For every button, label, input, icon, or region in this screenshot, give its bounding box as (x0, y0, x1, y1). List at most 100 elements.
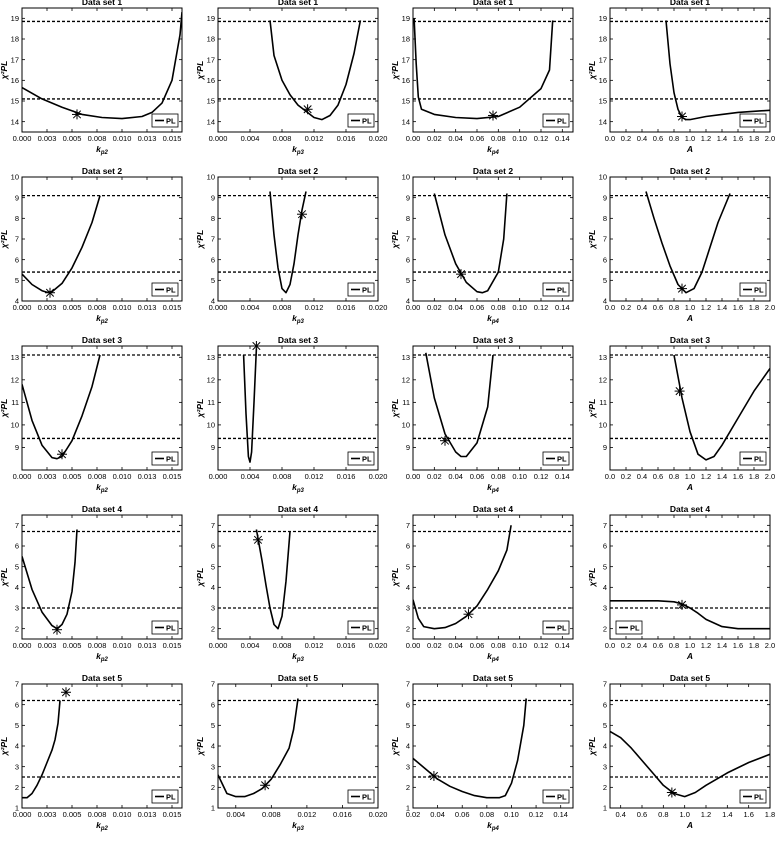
subplot-title: Data set 5 (670, 673, 710, 683)
y-tick-label: 16 (11, 76, 19, 85)
x-tick-label: 0.008 (88, 810, 107, 819)
x-tick-label: 0.012 (297, 810, 316, 819)
x-tick-label: 0.12 (534, 641, 549, 650)
x-tick-label: 0.0 (605, 303, 615, 312)
x-tick-label: 0.6 (653, 472, 663, 481)
subplot-11: Data set 3 0.00 0.02 0.04 0.06 0.08 0.10 0.12 0.… (390, 335, 574, 494)
x-axis-label: kp3 (292, 313, 304, 325)
x-tick-label: 0.2 (621, 472, 631, 481)
y-tick-label: 18 (402, 35, 410, 44)
y-tick-label: 9 (15, 193, 19, 202)
plot-frame (609, 514, 771, 640)
legend: PL (739, 789, 767, 804)
x-tick-label: 0.016 (337, 303, 356, 312)
subplot-title: Data set 4 (278, 504, 318, 514)
minimum-marker (674, 386, 685, 397)
legend-label: PL (754, 455, 764, 464)
x-tick-label: 0.08 (491, 134, 506, 143)
y-tick-label: 9 (406, 443, 410, 452)
y-tick-label: 12 (599, 375, 607, 384)
x-tick-label: 0.04 (430, 810, 445, 819)
marker-stroke (488, 111, 498, 120)
y-axis-label: χ²PL (390, 230, 400, 250)
legend: PL (347, 789, 375, 804)
subplot-title: Data set 1 (278, 0, 318, 7)
y-tick-label: 5 (15, 562, 19, 571)
y-tick-label: 3 (406, 604, 410, 613)
x-axis-label: kp2 (96, 820, 108, 832)
x-tick-label: 1.4 (717, 472, 727, 481)
y-tick-label: 5 (211, 276, 215, 285)
y-tick-label: 17 (11, 55, 19, 64)
y-tick-label: 5 (15, 276, 19, 285)
y-axis-label: χ²PL (587, 568, 597, 588)
y-tick-label: 4 (406, 583, 410, 592)
x-tick-label: 1.6 (743, 810, 753, 819)
subplot-title: Data set 1 (473, 0, 513, 7)
x-tick-label: 0.000 (209, 303, 228, 312)
x-tick-label: 1.0 (685, 303, 695, 312)
x-tick-label: 0.06 (470, 134, 485, 143)
x-tick-label: 1.6 (733, 472, 743, 481)
x-tick-label: 0.14 (555, 472, 570, 481)
y-tick-label: 4 (15, 583, 19, 592)
x-tick-label: 0.14 (555, 134, 570, 143)
x-tick-label: 2.0 (765, 303, 775, 312)
legend-label: PL (754, 793, 764, 802)
x-tick-label: 0.015 (163, 472, 182, 481)
legend: PL (151, 451, 179, 466)
x-tick-label: 0.06 (470, 303, 485, 312)
y-tick-label: 6 (406, 700, 410, 709)
plot-frame (609, 683, 771, 809)
y-tick-label: 6 (15, 700, 19, 709)
legend: PL (151, 113, 179, 128)
legend-label: PL (362, 455, 372, 464)
subplot-title: Data set 2 (82, 166, 122, 176)
series-pl-line (413, 698, 527, 799)
y-axis-label: χ²PL (390, 737, 400, 757)
legend: PL (347, 113, 375, 128)
y-axis-label: χ²PL (587, 737, 597, 757)
subplot-16: Data set 4 0.0 0.2 0.4 0.6 0.8 1.0 1.2 1.4 1.6 1.8… (587, 504, 775, 661)
y-tick-label: 6 (211, 255, 215, 264)
y-tick-label: 4 (211, 297, 215, 306)
x-tick-label: 0.005 (63, 810, 82, 819)
x-tick-label: 0.6 (637, 810, 647, 819)
x-tick-label: 0.000 (13, 472, 32, 481)
y-tick-label: 5 (211, 721, 215, 730)
legend-label: PL (754, 117, 764, 126)
legend-box (542, 113, 570, 128)
x-axis-label: kp4 (487, 482, 499, 494)
marker-stroke (677, 284, 687, 293)
legend-box (542, 620, 570, 635)
x-tick-label: 0.008 (88, 134, 107, 143)
x-tick-label: 0.012 (305, 303, 324, 312)
x-axis-label: A (686, 820, 693, 830)
y-tick-label: 19 (599, 14, 607, 23)
series-pl-line (413, 525, 512, 630)
x-tick-label: 0.004 (241, 303, 260, 312)
subplot-9: Data set 3 0.000 0.003 0.005 0.008 0.010 0.013… (0, 335, 183, 494)
x-axis-label: kp3 (292, 144, 304, 156)
legend-box (347, 282, 375, 297)
y-axis-label: χ²PL (195, 399, 205, 419)
legend: PL (739, 451, 767, 466)
y-tick-label: 11 (402, 398, 410, 407)
y-tick-label: 3 (211, 604, 215, 613)
y-tick-label: 5 (406, 562, 410, 571)
legend-label: PL (166, 793, 176, 802)
plot-frame (412, 683, 574, 809)
x-tick-label: 0.10 (512, 303, 527, 312)
x-tick-label: 0.2 (621, 641, 631, 650)
series-pl-line (22, 354, 101, 460)
legend-label: PL (557, 624, 567, 633)
x-tick-label: 0.003 (38, 134, 57, 143)
minimum-marker (61, 687, 71, 698)
legend-box (739, 451, 767, 466)
marker-stroke (57, 450, 67, 459)
series-pl-line (269, 20, 362, 121)
x-tick-label: 1.0 (685, 134, 695, 143)
x-tick-label: 0.013 (138, 134, 157, 143)
x-tick-label: 0.02 (406, 810, 421, 819)
minimum-marker (302, 104, 313, 115)
